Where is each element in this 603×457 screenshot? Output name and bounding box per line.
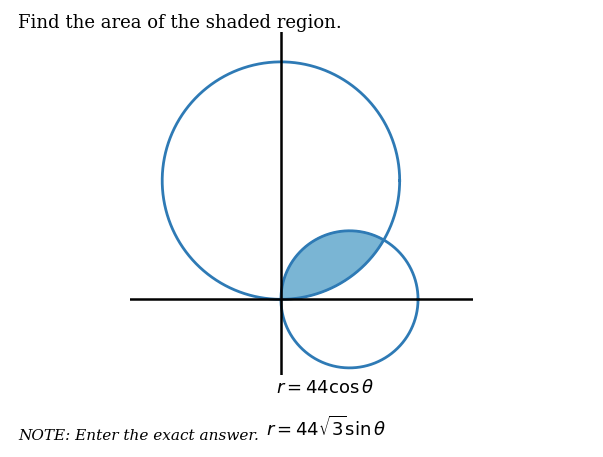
Text: NOTE: Enter the exact answer.: NOTE: Enter the exact answer. <box>18 429 259 443</box>
Text: $r = 44\cos\theta$: $r = 44\cos\theta$ <box>277 379 374 397</box>
Text: $r = 44\sqrt{3}\sin\theta$: $r = 44\sqrt{3}\sin\theta$ <box>265 416 386 440</box>
Polygon shape <box>281 231 384 299</box>
Text: Find the area of the shaded region.: Find the area of the shaded region. <box>18 14 342 32</box>
